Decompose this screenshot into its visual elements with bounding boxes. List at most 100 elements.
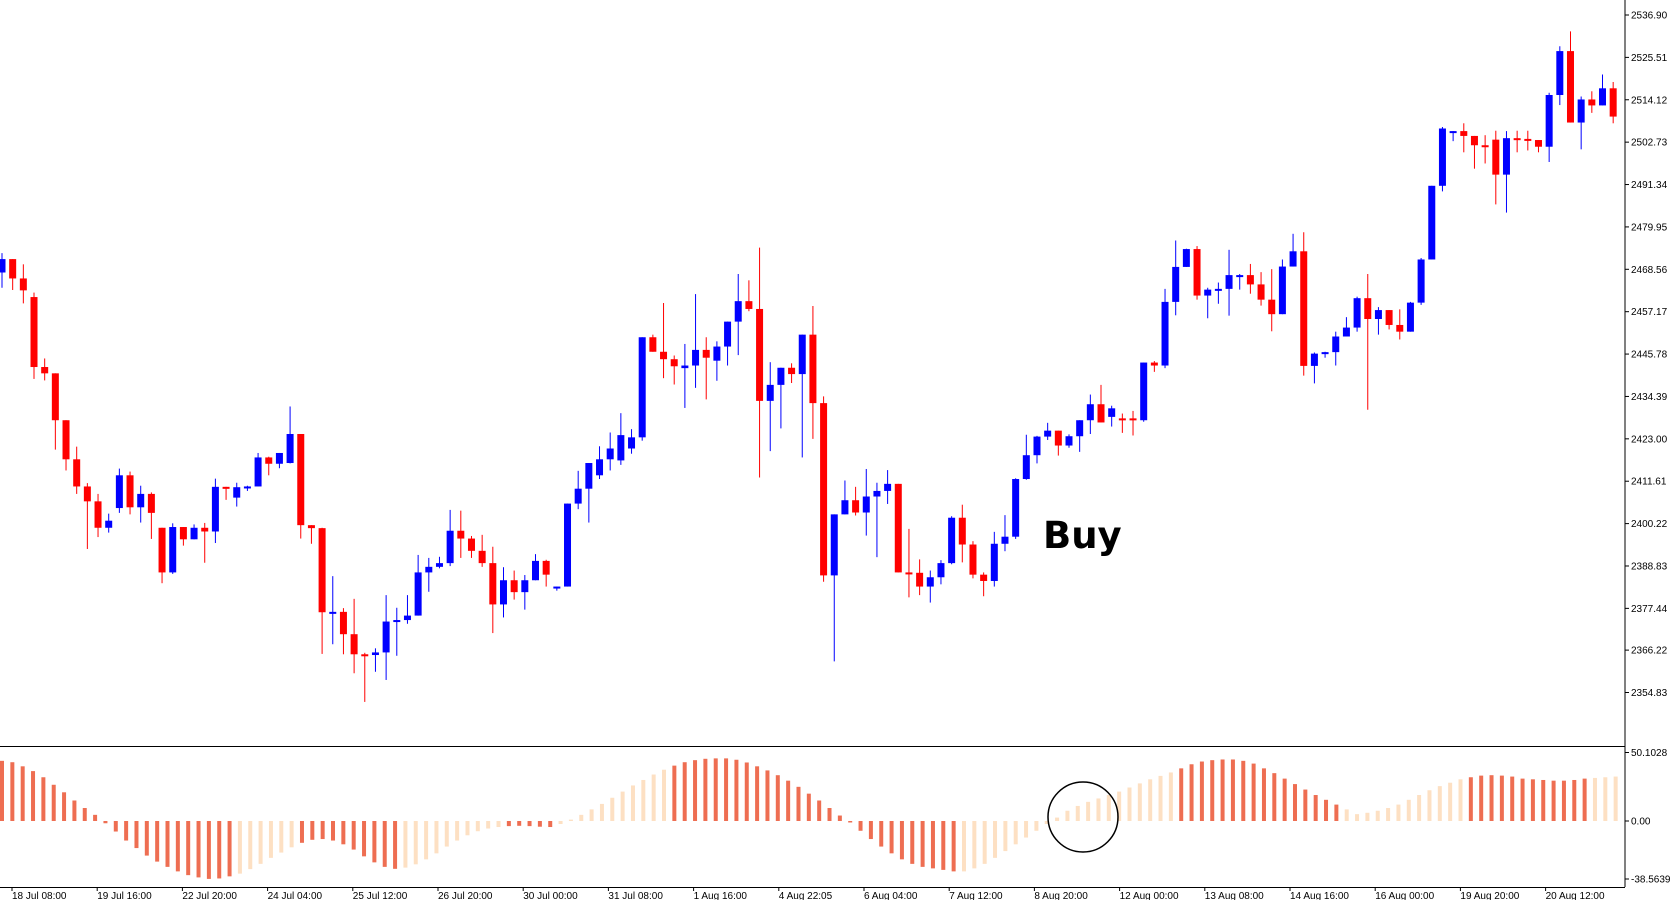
candle-body	[467, 538, 475, 551]
oscillator-bar	[279, 821, 284, 853]
candle-body	[510, 580, 518, 593]
oscillator-bar	[165, 821, 170, 867]
oscillator-bar	[1282, 778, 1287, 821]
candle	[1118, 413, 1126, 433]
candle	[713, 341, 721, 381]
time-tick-label: 12 Aug 00:00	[1120, 891, 1179, 900]
candle-body	[884, 483, 892, 491]
oscillator-bar	[1158, 775, 1163, 821]
candle	[905, 528, 913, 598]
candle	[1577, 96, 1585, 150]
candle-body	[905, 572, 913, 575]
candle	[1449, 131, 1457, 142]
candle	[788, 363, 796, 384]
candle	[147, 492, 155, 539]
candle-body	[1428, 185, 1436, 260]
candle-body	[702, 349, 710, 358]
candle	[265, 456, 273, 476]
price-tick-label: 2423.00	[1631, 434, 1668, 445]
candle-body	[1609, 88, 1617, 117]
time-tick-label: 31 Jul 08:00	[608, 891, 663, 900]
candle	[948, 516, 956, 565]
candle	[670, 355, 678, 385]
oscillator-bar	[465, 821, 470, 836]
candle	[9, 259, 17, 290]
candle	[1214, 282, 1222, 304]
price-tick-label: 2388.83	[1631, 561, 1668, 572]
candle-body	[1556, 51, 1564, 96]
oscillator-bar	[362, 821, 367, 857]
candle-body	[1086, 404, 1094, 421]
candle	[201, 522, 209, 563]
oscillator-bar	[558, 821, 563, 825]
oscillator-bar	[972, 821, 977, 869]
candle-body	[275, 452, 283, 464]
oscillator-bar	[703, 758, 708, 821]
oscillator-bar	[1468, 777, 1473, 821]
price-tick-label: 2366.22	[1631, 646, 1668, 657]
candle	[660, 303, 668, 379]
candle-body	[937, 563, 945, 578]
time-tick-label: 16 Aug 00:00	[1375, 891, 1434, 900]
oscillator-bar	[982, 821, 987, 864]
oscillator-histogram	[0, 758, 1618, 879]
candle-body	[233, 487, 241, 498]
oscillator-bar	[537, 821, 542, 827]
oscillator-bar	[1561, 780, 1566, 821]
candle-body	[628, 437, 636, 449]
candle	[1289, 233, 1297, 267]
candle-body	[361, 654, 369, 657]
time-tick-label: 30 Jul 00:00	[523, 891, 578, 900]
oscillator-bar	[868, 821, 873, 840]
candle-body	[393, 620, 401, 623]
candle	[702, 337, 710, 400]
oscillator-bar	[413, 821, 418, 865]
candle-body	[1193, 249, 1201, 296]
candle-body	[1310, 353, 1318, 366]
candle-body	[1545, 95, 1553, 147]
candle	[158, 527, 166, 584]
candle	[894, 483, 902, 573]
oscillator-bar	[51, 784, 56, 821]
candle	[1097, 384, 1105, 423]
candle-body	[777, 367, 785, 385]
candle-body	[756, 308, 764, 401]
oscillator-bar	[1024, 821, 1029, 838]
oscillator-bar	[1365, 812, 1370, 821]
oscillator-axis-ticks: 50.1028 0.00 -38.5639	[1625, 748, 1671, 886]
candle	[467, 535, 475, 558]
oscillator-bar	[930, 821, 935, 869]
oscillator-bar	[0, 760, 4, 821]
candle	[830, 514, 838, 662]
candle	[798, 334, 806, 458]
oscillator-bar	[299, 821, 304, 843]
price-tick-label: 2354.83	[1631, 688, 1668, 699]
candle	[286, 406, 294, 464]
candle	[1492, 130, 1500, 205]
oscillator-bar	[1292, 784, 1297, 821]
candle-body	[1054, 430, 1062, 446]
candle	[1385, 310, 1393, 330]
oscillator-bar	[889, 821, 894, 854]
oscillator-bar	[320, 821, 325, 840]
candle-body	[606, 448, 614, 460]
candle	[1044, 422, 1052, 440]
candle	[521, 575, 529, 610]
candle-body	[1502, 138, 1510, 175]
oscillator-bar	[1127, 787, 1132, 821]
oscillator-bar	[1489, 775, 1494, 821]
oscillator-bar	[1272, 773, 1277, 821]
oscillator-bar	[506, 821, 511, 827]
candle	[0, 253, 6, 288]
oscillator-bar	[910, 821, 915, 864]
candle	[307, 525, 315, 544]
oscillator-bar	[517, 821, 522, 826]
oscillator-bar	[227, 821, 232, 877]
candle	[179, 527, 187, 546]
candle	[489, 546, 497, 634]
candle	[1129, 410, 1137, 436]
candle	[638, 337, 646, 441]
oscillator-bar	[20, 766, 25, 821]
candle	[1278, 259, 1286, 315]
oscillator-bar	[1510, 776, 1515, 821]
